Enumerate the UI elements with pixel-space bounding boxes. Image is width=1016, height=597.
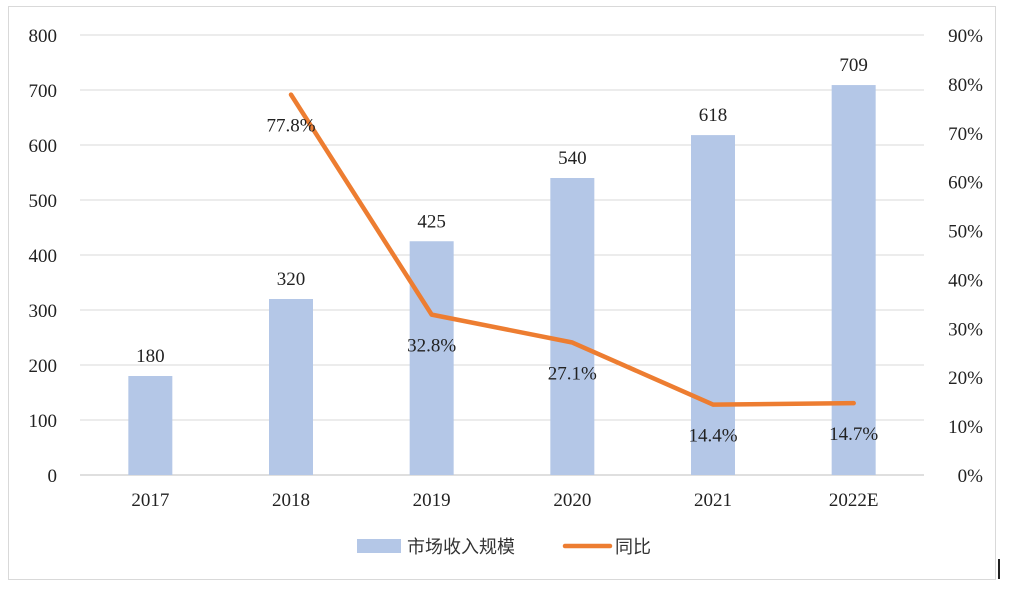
y-left-tick-label: 500 (29, 191, 58, 212)
bar (409, 241, 454, 475)
line-value-label: 77.8% (266, 116, 315, 137)
bar-value-label: 320 (277, 269, 306, 290)
y-right-tick-label: 40% (948, 270, 983, 291)
x-tick-label: 2017 (131, 490, 169, 511)
bar-value-label: 540 (558, 148, 587, 169)
y-right-tick-label: 60% (948, 173, 983, 194)
bar-value-label: 425 (417, 211, 446, 232)
bar (691, 135, 735, 475)
y-left-tick-label: 800 (29, 26, 58, 47)
x-tick-label: 2018 (272, 490, 310, 511)
data-labels: 180 320 425 540 618 709 77.8% 32.8% 27.1% 14.4% 14… (136, 55, 878, 447)
bar (550, 178, 595, 475)
y-left-tick-label: 0 (48, 466, 58, 487)
line-value-label: 14.7% (829, 424, 878, 445)
legend: 市场收入规模 同比 (357, 537, 651, 558)
y-right-tick-label: 10% (948, 417, 983, 438)
legend-label-line: 同比 (615, 537, 651, 558)
x-tick-label: 2020 (553, 490, 591, 511)
y-left-tick-label: 200 (29, 356, 58, 377)
x-tick-label: 2021 (694, 490, 732, 511)
y-left-tick-label: 700 (29, 81, 58, 102)
right-axis: 0% 10% 20% 30% 40% 50% 60% 70% 80% 90% (948, 26, 983, 487)
bar-series (128, 85, 876, 476)
bar (831, 85, 876, 476)
legend-label-bar: 市场收入规模 (407, 537, 515, 558)
line-point (570, 340, 575, 345)
legend-swatch-bar (357, 539, 401, 553)
bar (269, 299, 313, 475)
x-axis: 2017 2018 2019 2020 2021 2022E (131, 490, 878, 511)
y-right-tick-label: 30% (948, 319, 983, 340)
line-value-label: 14.4% (688, 426, 737, 447)
y-left-tick-label: 400 (29, 246, 58, 267)
line-value-label: 32.8% (407, 336, 456, 357)
x-tick-label: 2022E (829, 490, 879, 511)
text-cursor (998, 559, 1000, 579)
bar (128, 376, 173, 475)
line-point (289, 92, 293, 97)
y-right-tick-label: 90% (948, 26, 983, 47)
y-left-tick-label: 600 (29, 136, 58, 157)
line-point (851, 401, 856, 406)
line-point (711, 402, 715, 407)
y-right-tick-label: 50% (948, 222, 983, 243)
bar-value-label: 180 (136, 346, 165, 367)
y-left-tick-label: 100 (29, 411, 58, 432)
bar-value-label: 618 (699, 105, 728, 126)
y-right-tick-label: 0% (958, 466, 984, 487)
left-axis: 0 100 200 300 400 500 600 700 800 (29, 26, 58, 487)
line-point (429, 312, 434, 317)
x-tick-label: 2019 (413, 490, 451, 511)
line-series (288, 92, 856, 407)
y-right-tick-label: 80% (948, 75, 983, 96)
y-left-tick-label: 300 (29, 301, 58, 322)
y-right-tick-label: 20% (948, 368, 983, 389)
line-value-label: 27.1% (548, 364, 597, 385)
y-right-tick-label: 70% (948, 124, 983, 145)
bar-value-label: 709 (839, 55, 868, 76)
chart-frame (8, 6, 996, 580)
gridlines (80, 34, 924, 476)
